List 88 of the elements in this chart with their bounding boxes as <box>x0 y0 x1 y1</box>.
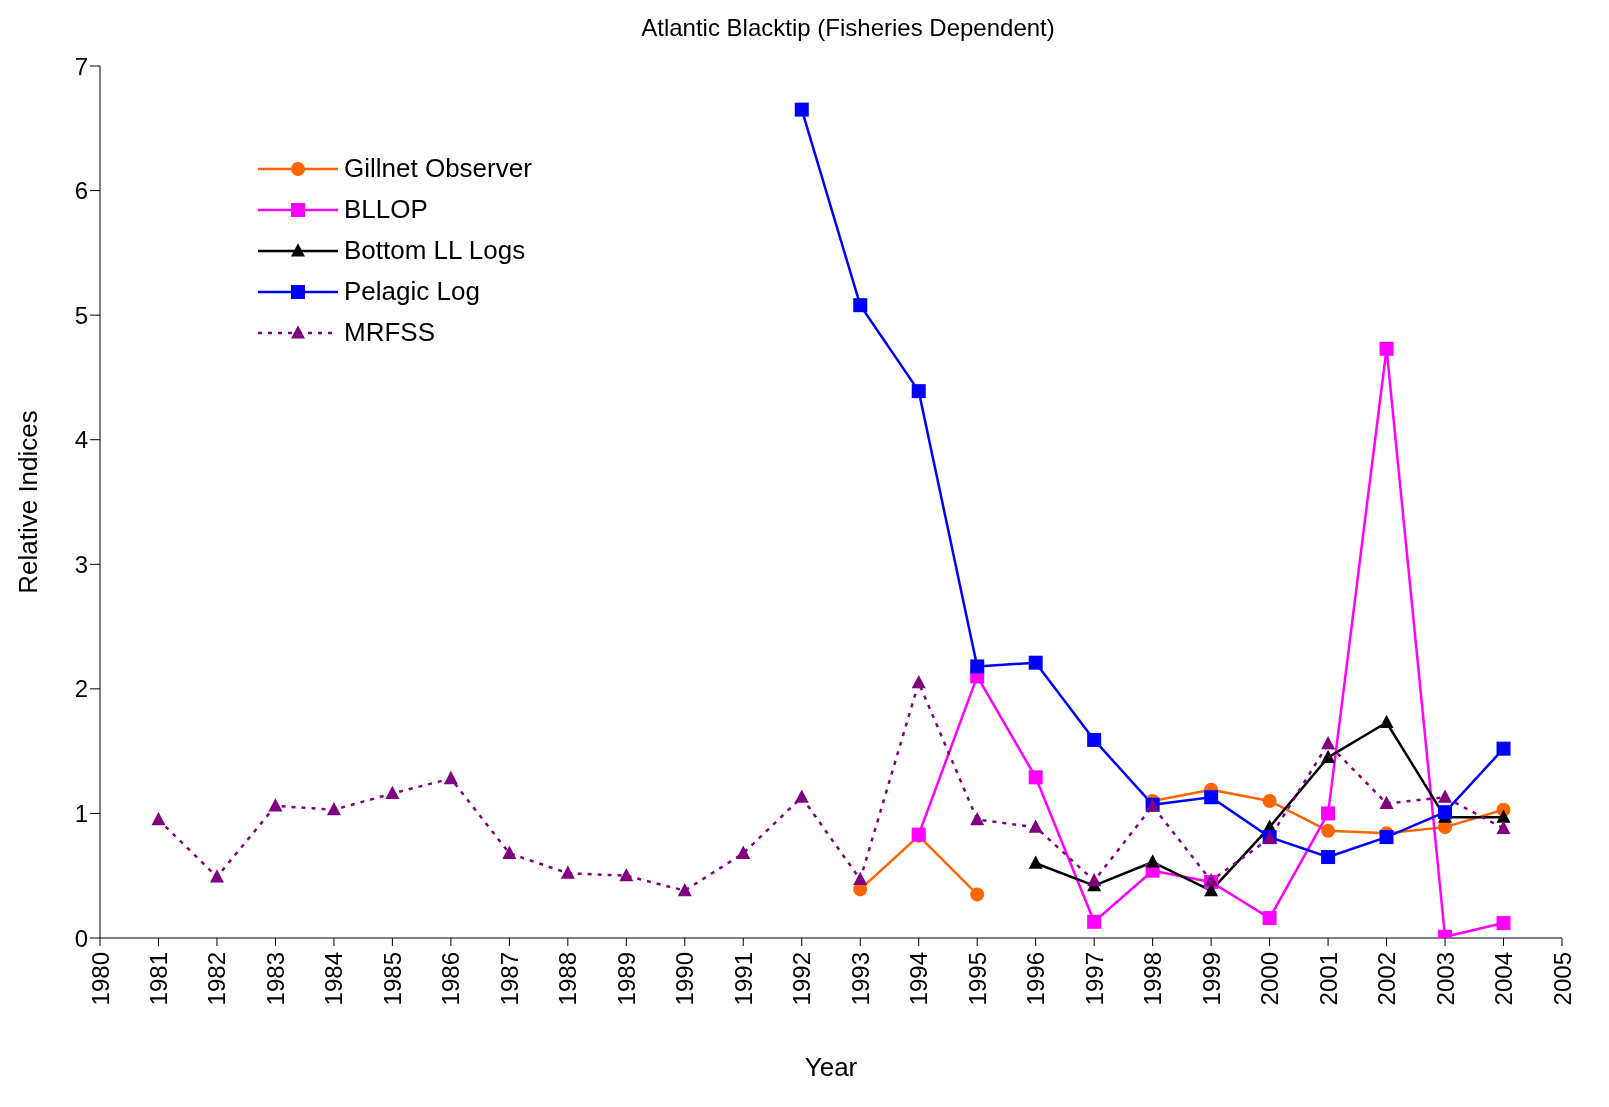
point <box>911 384 926 399</box>
x-tick-label: 1986 <box>437 952 465 1006</box>
y-tick-label: 3 <box>74 550 88 578</box>
legend-label: MRFSS <box>344 317 435 348</box>
x-tick-label: 2004 <box>1490 952 1518 1006</box>
x-tick-label: 1989 <box>612 952 640 1006</box>
y-tick-label: 1 <box>74 799 88 827</box>
point <box>1321 735 1336 750</box>
point <box>736 845 751 859</box>
y-tick-label: 6 <box>74 177 88 205</box>
point <box>794 102 809 117</box>
point <box>151 811 166 826</box>
point <box>794 789 809 803</box>
point <box>326 801 341 816</box>
x-tick-label: 1981 <box>144 952 172 1006</box>
point <box>677 882 692 897</box>
point <box>1379 714 1394 729</box>
point <box>1379 830 1394 845</box>
y-axis-title: Relative Indices <box>13 410 44 594</box>
x-tick-label: 1985 <box>378 952 406 1006</box>
x-tick-label: 1998 <box>1139 952 1167 1006</box>
point <box>1496 741 1511 756</box>
point <box>1496 820 1511 834</box>
x-tick-label: 2000 <box>1256 952 1284 1006</box>
x-tick-label: 1982 <box>203 952 231 1006</box>
point <box>853 298 868 313</box>
point <box>502 845 517 859</box>
point <box>1438 805 1453 820</box>
y-tick-label: 5 <box>74 301 88 329</box>
point <box>970 887 985 902</box>
chart-title: Atlantic Blacktip (Fisheries Dependent) <box>640 14 1056 42</box>
x-axis-title: Year <box>804 1052 858 1082</box>
x-tick-label: 1999 <box>1197 952 1225 1006</box>
legend-label: BLLOP <box>344 194 428 225</box>
x-tick-label: 1983 <box>261 952 289 1006</box>
point <box>560 865 575 879</box>
point <box>1028 770 1043 785</box>
x-tick-label: 2005 <box>1548 952 1576 1006</box>
point <box>970 659 985 674</box>
point <box>209 869 224 883</box>
legend-label: Bottom LL Logs <box>344 235 526 266</box>
point <box>853 871 868 886</box>
x-tick-label: 1980 <box>86 952 114 1006</box>
x-tick-label: 2001 <box>1314 952 1342 1006</box>
point <box>1496 916 1511 931</box>
point <box>1321 806 1336 821</box>
point <box>1321 749 1336 763</box>
point <box>443 770 458 785</box>
point <box>268 798 283 812</box>
point <box>1379 795 1394 810</box>
point <box>1087 873 1102 887</box>
point <box>1028 855 1043 869</box>
y-tick-label: 0 <box>74 924 88 952</box>
point <box>385 785 400 800</box>
point <box>1438 789 1453 803</box>
x-tick-label: 1995 <box>963 952 991 1006</box>
x-tick-label: 1992 <box>788 952 816 1006</box>
x-tick-label: 1993 <box>846 952 874 1006</box>
point <box>911 674 926 689</box>
x-tick-label: 1987 <box>495 952 523 1006</box>
x-tick-label: 1997 <box>1080 952 1108 1006</box>
legend-label: Pelagic Log <box>344 276 480 307</box>
x-tick-label: 1994 <box>905 952 933 1006</box>
point <box>1204 790 1219 805</box>
y-tick-label: 7 <box>74 52 88 80</box>
point <box>1321 850 1336 865</box>
point <box>1087 914 1102 929</box>
x-tick-label: 1988 <box>554 952 582 1006</box>
x-tick-label: 1990 <box>671 952 699 1006</box>
point <box>1496 809 1511 823</box>
point <box>1145 854 1160 868</box>
x-tick-label: 2002 <box>1373 952 1401 1006</box>
legend-label: Gillnet Observer <box>344 153 532 184</box>
y-tick-label: 2 <box>74 675 88 703</box>
x-tick-label: 2003 <box>1431 952 1459 1006</box>
point <box>1262 911 1277 926</box>
point <box>1321 823 1336 838</box>
x-tick-label: 1996 <box>1022 952 1050 1006</box>
point <box>1087 732 1102 747</box>
point <box>1028 819 1043 833</box>
point <box>619 868 634 882</box>
point <box>1379 341 1394 356</box>
point <box>1262 793 1277 808</box>
point <box>970 811 985 826</box>
point <box>1028 655 1043 670</box>
y-tick-label: 4 <box>74 426 88 454</box>
x-tick-label: 1984 <box>320 952 348 1006</box>
x-tick-label: 1991 <box>729 952 757 1006</box>
